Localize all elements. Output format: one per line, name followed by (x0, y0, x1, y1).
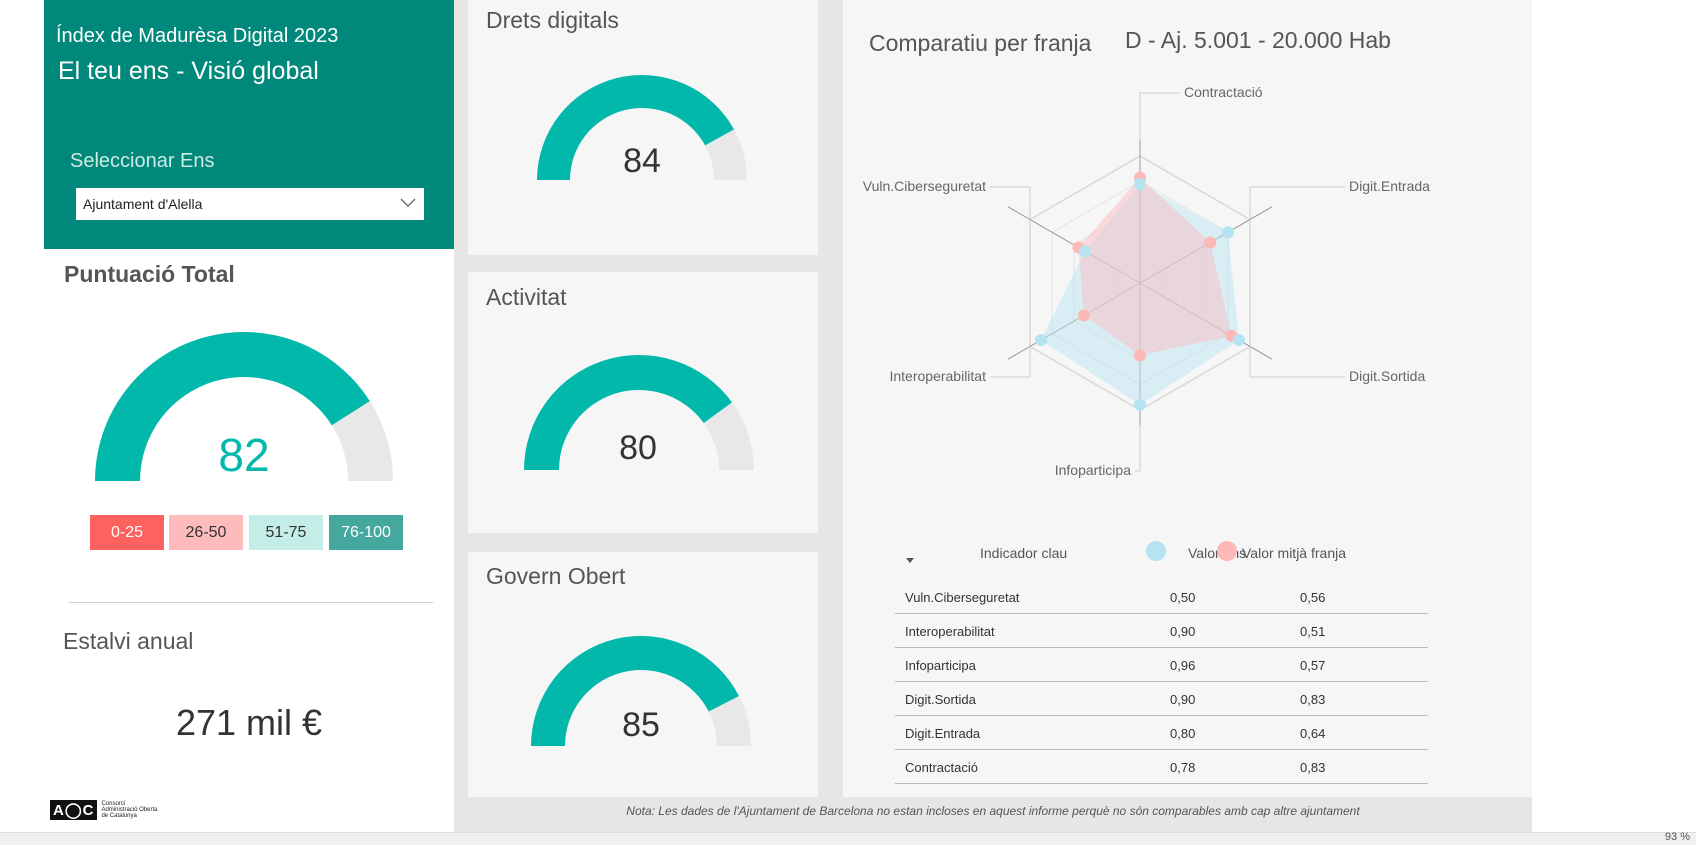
radar-card: Comparatiu per franja D - Aj. 5.001 - 20… (843, 0, 1532, 797)
axis-label: Vuln.Ciberseguretat (862, 178, 986, 194)
chart-subtitle: D - Aj. 5.001 - 20.000 Hab (1125, 27, 1391, 53)
report-title: Índex de Madurèsa Digital 2023 (56, 25, 339, 47)
gauge (524, 355, 754, 470)
card-title: Drets digitals (486, 7, 619, 33)
legend-dot-valor-mitja (1217, 541, 1237, 561)
savings-value: 271 mil € (175, 702, 323, 743)
radar-point (1134, 349, 1146, 362)
total-score-gauge (95, 331, 393, 481)
cell-value: 0,78 (1170, 760, 1196, 775)
table-row[interactable]: Vuln.Ciberseguretat 0,50 0,56 (895, 580, 1428, 614)
radar-point (1035, 334, 1048, 347)
axis-label: Contractació (1184, 84, 1263, 100)
gauge-fill (537, 74, 735, 180)
card-drets-digitals: Drets digitals 84 (468, 0, 818, 255)
total-score-value: 82 (218, 429, 270, 481)
cell-value: 0,64 (1300, 726, 1326, 741)
radar-area-1 (1078, 177, 1232, 356)
legend-dot-valor-ens (1146, 541, 1166, 561)
total-score-title: Puntuació Total (64, 261, 235, 287)
savings-title: Estalvi anual (63, 628, 194, 654)
cell-value: 0,80 (1170, 726, 1196, 741)
radar-point (1232, 334, 1245, 347)
gauge-value: 85 (622, 706, 660, 744)
gauge-track (331, 401, 393, 481)
table-header-indicator[interactable]: Indicador clau (980, 545, 1068, 561)
axis-label: Digit.Sortida (1349, 368, 1426, 384)
table-row[interactable]: Digit.Sortida 0,90 0,83 (895, 682, 1428, 716)
axis-label: Interoperabilitat (889, 368, 986, 384)
cell-value: 0,56 (1300, 590, 1326, 605)
sort-arrow-icon[interactable] (905, 543, 923, 563)
gauge-fill (531, 636, 740, 746)
cell-value: 0,83 (1300, 760, 1326, 775)
status-bar: 93 % (0, 831, 1696, 845)
axis-leader-line (1135, 425, 1141, 472)
gauge-value: 84 (623, 142, 661, 180)
axis-leader-line (1249, 186, 1345, 220)
radar-point (1134, 398, 1146, 411)
cell-value: 0,83 (1300, 692, 1326, 707)
gauge-track (708, 696, 751, 746)
axis-leader-line (1139, 92, 1180, 140)
axis-leader-line (990, 186, 1031, 220)
legend-range-76-100: 76-100 (329, 515, 403, 550)
gauge (537, 74, 747, 180)
cell-value: 0,90 (1170, 624, 1196, 639)
gauge-value: 80 (619, 429, 657, 467)
radar-point (1079, 245, 1092, 258)
cell-indicator: Contractació (905, 760, 978, 775)
aoc-logo: A◯C Consorci Administració Oberta de Cat… (50, 800, 161, 820)
report-subtitle: El teu ens - Visió global (58, 57, 319, 85)
radar-point (1134, 177, 1146, 190)
zoom-level[interactable]: 93 % (1664, 831, 1690, 843)
card-title: Activitat (486, 284, 567, 310)
table-header-valor-mitja[interactable]: Valor mitjà franja (1242, 545, 1347, 561)
cell-indicator: Digit.Sortida (905, 692, 976, 707)
radar-point (1204, 236, 1217, 249)
table-row[interactable]: Digit.Entrada 0,80 0,64 (895, 716, 1428, 750)
cell-value: 0,96 (1170, 658, 1196, 673)
gauge-track (705, 129, 747, 180)
legend-range-26-50: 26-50 (169, 515, 243, 550)
chart-title: Comparatiu per franja (869, 30, 1092, 56)
header-panel: Índex de Madurèsa Digital 2023 El teu en… (44, 0, 454, 249)
gauge-fill (95, 331, 370, 481)
cell-value: 0,90 (1170, 692, 1196, 707)
radar-point (1221, 226, 1234, 239)
chevron-down-icon (400, 198, 416, 207)
footer-note: Nota: Les dades de l'Ajuntament de Barce… (626, 804, 1360, 818)
cell-indicator: Vuln.Ciberseguretat (905, 590, 1020, 605)
legend-range-51-75: 51-75 (249, 515, 323, 550)
entity-dropdown-value: Ajuntament d'Alella (83, 196, 203, 212)
axis-leader-line (990, 348, 1031, 378)
table-row[interactable]: Contractació 0,78 0,83 (895, 750, 1428, 784)
card-govern-obert: Govern Obert 85 (468, 552, 818, 797)
table-row[interactable]: Infoparticipa 0,96 0,57 (895, 648, 1428, 682)
card-title: Govern Obert (486, 563, 626, 589)
cell-indicator: Digit.Entrada (905, 726, 981, 741)
table-row[interactable]: Interoperabilitat 0,90 0,51 (895, 614, 1428, 648)
cell-value: 0,51 (1300, 624, 1326, 639)
axis-label: Digit.Entrada (1349, 178, 1430, 194)
entity-dropdown[interactable]: Ajuntament d'Alella (76, 188, 424, 220)
card-activitat: Activitat 80 (468, 272, 818, 533)
select-label: Seleccionar Ens (70, 150, 215, 172)
cell-indicator: Infoparticipa (905, 658, 976, 673)
gauge-track (703, 402, 754, 470)
radar-chart (990, 92, 1345, 472)
radar-point (1077, 309, 1090, 322)
divider (69, 602, 433, 603)
gauge-fill (524, 355, 733, 470)
cell-value: 0,57 (1300, 658, 1326, 673)
gauge (531, 636, 751, 746)
cell-value: 0,50 (1170, 590, 1196, 605)
axis-leader-line (1249, 348, 1345, 378)
cell-indicator: Interoperabilitat (905, 624, 995, 639)
legend-range-0-25: 0-25 (90, 515, 164, 550)
axis-label: Infoparticipa (1054, 462, 1131, 478)
